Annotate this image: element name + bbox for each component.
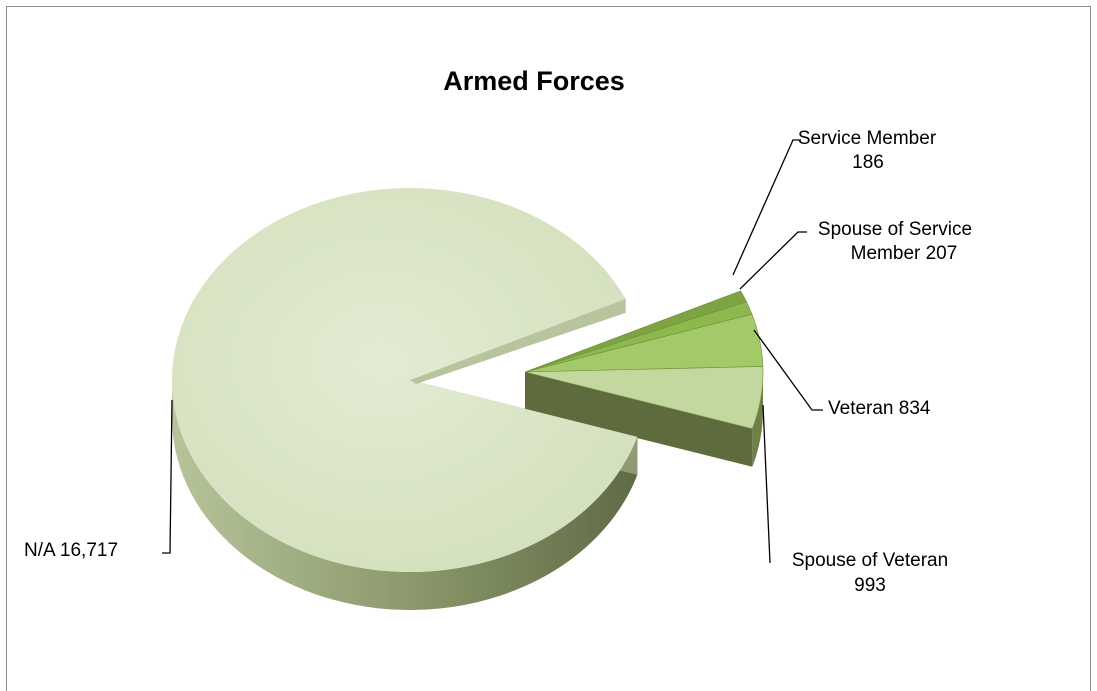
label-spouse-veteran-name: Spouse of Veteran bbox=[792, 550, 948, 571]
slice-inner-na bbox=[410, 298, 626, 384]
label-service-member-value: 186 bbox=[852, 152, 884, 173]
label-spouse-veteran-value: 993 bbox=[854, 575, 886, 596]
label-spouse-service-value: Member 207 bbox=[851, 243, 958, 264]
slice-spouse-veteran bbox=[524, 366, 764, 430]
leader-service-member bbox=[732, 139, 801, 276]
label-veteran: Veteran 834 bbox=[828, 398, 931, 419]
slice-side-spouse-veteran bbox=[752, 372, 763, 467]
slice-side-na bbox=[172, 380, 638, 611]
label-service-member-name: Service Member bbox=[798, 128, 937, 149]
chart-title: Armed Forces bbox=[443, 66, 625, 96]
slice-na bbox=[172, 188, 638, 573]
leader-veteran bbox=[753, 329, 823, 411]
label-spouse-service-name: Spouse of Service bbox=[818, 219, 972, 240]
pie-top-layer bbox=[172, 188, 764, 573]
leader-spouse-service bbox=[739, 231, 807, 290]
leader-na bbox=[162, 399, 173, 554]
slice-face-spouse-veteran bbox=[525, 372, 753, 467]
leader-spouse-veteran bbox=[762, 404, 771, 564]
label-na: N/A 16,717 bbox=[24, 540, 118, 561]
